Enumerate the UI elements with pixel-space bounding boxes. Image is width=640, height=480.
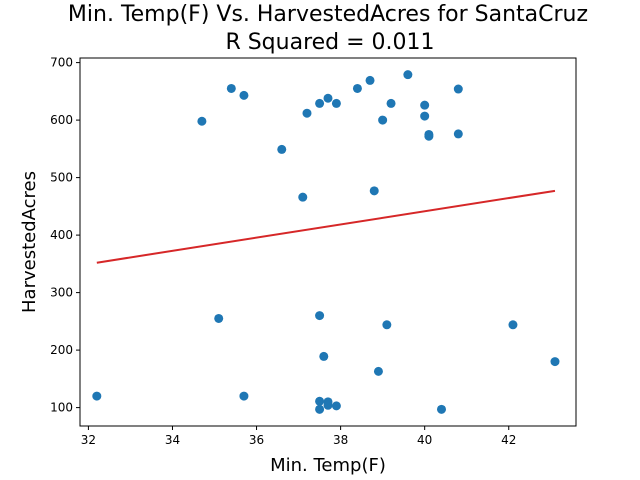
data-point [420,111,430,121]
data-point [323,400,333,410]
y-tick-label: 600 [50,113,73,127]
x-tick-label: 42 [501,433,516,447]
data-point [550,357,560,367]
regression-line [96,189,556,264]
axis-ticks: 32 34 36 38 40 42 100 200 300 400 500 600 700 [50,56,516,447]
data-point [302,108,312,118]
data-points [92,70,560,414]
data-point [382,320,392,330]
x-tick-label: 36 [249,433,264,447]
x-tick-label: 34 [165,433,180,447]
data-point [365,75,375,85]
regression-line-group [96,189,556,264]
data-point [226,83,236,93]
x-tick-label: 40 [417,433,432,447]
data-point [436,404,446,414]
data-point [453,84,463,94]
data-point [315,311,325,321]
data-point [403,70,413,80]
chart-title: Min. Temp(F) Vs. HarvestedAcres for Sant… [68,2,588,27]
data-point [92,391,102,401]
x-tick-label: 32 [81,433,96,447]
data-point [369,186,379,196]
data-point [319,351,329,361]
data-point [378,115,388,125]
data-point [508,320,518,330]
data-point [323,93,333,103]
data-point [386,98,396,108]
x-tick-label: 38 [333,433,348,447]
y-tick-label: 500 [50,171,73,185]
data-point [277,144,287,154]
data-point [315,396,325,406]
data-point [331,401,341,411]
data-point [298,192,308,202]
data-point [315,98,325,108]
data-point [239,90,249,100]
chart-subtitle: R Squared = 0.011 [225,30,434,55]
x-axis-label: Min. Temp(F) [270,455,386,476]
data-point [453,129,463,139]
y-tick-label: 100 [50,401,73,415]
data-point [352,83,362,93]
y-tick-label: 700 [50,56,73,70]
data-point [214,313,224,323]
y-tick-label: 400 [50,228,73,242]
data-point [373,366,383,376]
data-point [197,116,207,126]
data-point [424,131,434,141]
y-axis-label: HarvestedAcres [19,171,40,313]
data-point [315,404,325,414]
data-point [239,391,249,401]
data-point [420,100,430,110]
plot-area-frame [79,57,577,427]
y-tick-label: 300 [50,286,73,300]
data-point [331,98,341,108]
y-tick-label: 200 [50,343,73,357]
